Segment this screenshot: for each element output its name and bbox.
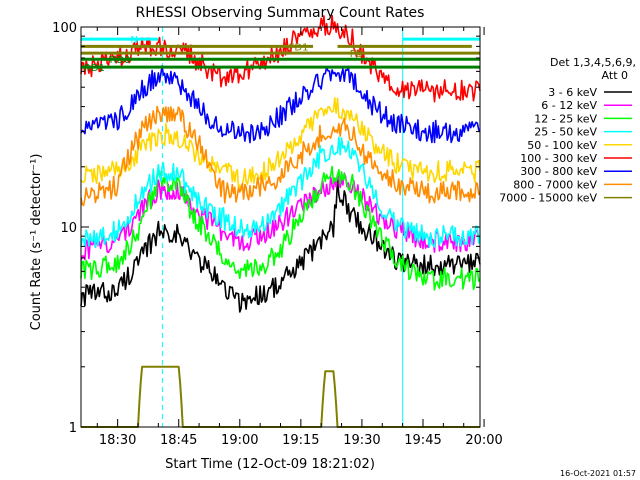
legend-label-3: 25 - 50 keV [534,126,597,139]
annotation-bars: N FD1 FD RD0 RD1 [81,35,480,74]
legend-header-1: Det 1,3,4,5,6,9, [550,56,636,69]
x-tick-label: 19:00 [221,433,258,448]
series-line-4 [80,97,481,192]
annotation-label-5: RD0 [110,55,131,66]
legend-header-2: Att 0 [602,69,628,82]
y-tick-label: 1 [69,421,77,436]
y-tick-label: 10 [60,221,77,236]
x-tick-label: 18:45 [160,433,197,448]
chart-title: RHESSI Observing Summary Count Rates [136,5,425,21]
annotation-label-2: FD1 [289,42,309,53]
series-line-0 [80,179,481,313]
y-axis-label: Count Rate (s⁻¹ detector⁻¹) [29,154,44,331]
series-line-6 [80,65,481,144]
legend-label-6: 300 - 800 keV [520,165,597,178]
timestamp: 16-Oct-2021 01:57 [560,469,636,478]
x-tick-label: 19:45 [404,433,441,448]
series-line-3 [80,136,481,249]
legend-label-4: 50 - 100 keV [527,139,597,152]
x-tick-label: 19:15 [282,433,319,448]
legend-label-7: 800 - 7000 keV [513,178,597,191]
series-line-7 [80,105,481,207]
x-tick-label: 20:00 [465,433,502,448]
legend-label-0: 3 - 6 keV [548,86,597,99]
annotation-label-0: N [130,35,137,46]
series-line-2 [80,165,481,291]
legend-label-1: 6 - 12 keV [541,99,597,112]
y-tick-label: 100 [52,21,77,36]
x-axis-label: Start Time (12-Oct-09 18:21:02) [165,457,375,472]
series-group [80,14,481,428]
x-tick-label: 18:30 [99,433,136,448]
series-line-8 [81,365,480,428]
legend-label-8: 7000 - 15000 keV [499,192,597,205]
legend-label-2: 12 - 25 keV [534,112,597,125]
annotation-label-6: RD1 [84,63,105,74]
x-tick-label: 19:30 [343,433,380,448]
series-line-5 [80,14,481,103]
axes: 1 10 100 18:30 18:45 19:00 19:15 19:30 19:45 20:0… [52,21,503,448]
legend-label-5: 100 - 300 keV [520,152,597,165]
annotation-label-4: FD [350,49,364,60]
series-line-1 [80,172,481,261]
